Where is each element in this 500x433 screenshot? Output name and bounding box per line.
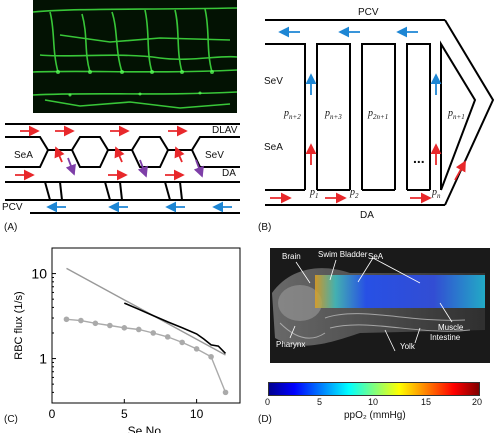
plot-frame xyxy=(51,247,241,404)
colorbar xyxy=(268,382,480,396)
colorbar-label: ppO₂ (mmHg) xyxy=(344,410,406,421)
data-point xyxy=(92,320,99,327)
ellipsis: ... xyxy=(413,150,425,166)
flow-arrow-purple xyxy=(137,159,148,178)
label-muscle: Muscle xyxy=(438,323,464,332)
data-point xyxy=(193,346,200,352)
data-point xyxy=(179,339,185,346)
panel-a-figure xyxy=(5,0,240,214)
label-yolk: Yolk xyxy=(400,342,415,351)
node-p-n-plus-3: pn+3 xyxy=(325,108,342,121)
panel-a-label: (A) xyxy=(4,222,18,233)
flow-arrow-red xyxy=(54,146,65,163)
label-intestine: Intestine xyxy=(430,333,461,342)
x-axis-label: Se No. xyxy=(128,424,165,433)
x-tick-label: 0 xyxy=(49,407,56,421)
label-sea-b: SeA xyxy=(264,142,283,153)
data-point xyxy=(222,389,229,396)
data-point xyxy=(164,334,171,340)
label-sea-d: SeA xyxy=(368,252,384,261)
y-tick-label: 1 xyxy=(39,351,47,367)
rbc-flux-chart: 0 5 10 1 10 Se No. RBC flux (1/s) xyxy=(13,247,241,433)
colorbar-tick-0: 0 xyxy=(265,397,271,407)
data-point xyxy=(78,317,84,324)
label-sea: SeA xyxy=(14,150,33,161)
y-tick-label: 10 xyxy=(31,266,47,282)
colorbar-tick-15: 15 xyxy=(421,397,432,407)
label-brain: Brain xyxy=(282,252,301,261)
panel-b-label: (B) xyxy=(258,222,272,233)
node-p-1: p1 xyxy=(310,187,319,200)
flow-arrow-red xyxy=(454,160,466,181)
label-pharynx: Pharynx xyxy=(276,340,306,349)
data-point xyxy=(63,316,70,323)
panel-c-label: (C) xyxy=(4,414,18,425)
node-p-n-plus-1: pn+1 xyxy=(448,108,465,121)
data-point xyxy=(107,322,113,329)
label-pcv: PCV xyxy=(2,202,23,213)
label-da-b: DA xyxy=(360,210,374,221)
y-axis-label: RBC flux (1/s) xyxy=(13,291,25,359)
node-p-2: p2 xyxy=(350,187,359,200)
label-pcv-b: PCV xyxy=(358,7,379,18)
flow-arrow-purple xyxy=(65,157,76,176)
label-da: DA xyxy=(222,168,236,179)
data-point xyxy=(150,330,157,336)
data-point xyxy=(208,353,214,360)
node-p-n: pn xyxy=(432,187,441,200)
colorbar-tick-5: 5 xyxy=(317,397,323,407)
series-line-2 xyxy=(66,318,227,393)
panel-d-label: (D) xyxy=(258,414,272,425)
flow-arrow-red xyxy=(114,146,125,163)
x-tick-label: 5 xyxy=(121,407,128,421)
data-point xyxy=(121,325,128,331)
microscopy-image xyxy=(32,0,238,113)
flow-arrow-red xyxy=(174,146,185,163)
colorbar-tick-20: 20 xyxy=(472,397,483,407)
label-sev: SeV xyxy=(205,150,224,161)
oxygen-map-image xyxy=(270,248,490,363)
flow-arrow-purple xyxy=(193,159,204,178)
label-swim-bladder: Swim Bladder xyxy=(318,250,368,259)
label-dlav: DLAV xyxy=(212,125,238,136)
colorbar-tick-10: 10 xyxy=(368,397,379,407)
node-p-2n-plus-1: p2n+1 xyxy=(368,108,389,121)
vessel-schematic xyxy=(5,123,240,214)
data-point xyxy=(135,326,142,333)
node-p-n-plus-2: pn+2 xyxy=(284,108,301,121)
panel-b-figure xyxy=(265,19,495,206)
x-tick-label: 10 xyxy=(190,407,204,421)
label-sev-b: SeV xyxy=(264,76,283,87)
series-line-1 xyxy=(123,302,227,354)
